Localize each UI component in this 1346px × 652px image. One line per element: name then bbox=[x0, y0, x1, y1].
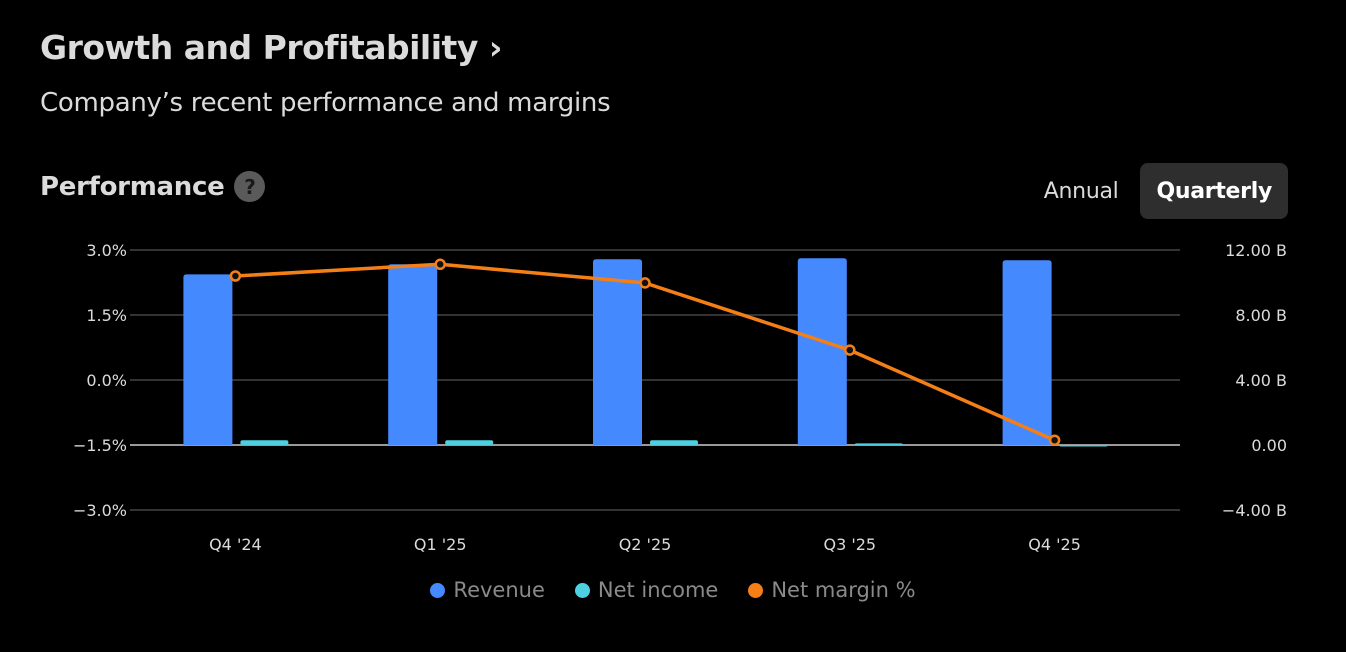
net-income-bar bbox=[854, 443, 903, 445]
performance-heading: Performance ? bbox=[40, 171, 266, 202]
period-toggle: Annual Quarterly bbox=[1028, 163, 1288, 219]
revenue-bar bbox=[183, 274, 233, 445]
left-axis-tick: 1.5% bbox=[86, 306, 127, 325]
left-axis-tick: 3.0% bbox=[86, 241, 127, 260]
legend-label: Net margin % bbox=[771, 578, 916, 602]
legend-item-net-income[interactable]: Net income bbox=[574, 578, 719, 602]
legend-item-revenue[interactable]: Revenue bbox=[430, 578, 545, 602]
x-axis-tick: Q4 '24 bbox=[209, 535, 262, 554]
net-margin-point bbox=[434, 258, 446, 271]
net-margin-point bbox=[639, 277, 651, 289]
net-income-bar bbox=[445, 440, 494, 445]
left-axis-tick: −3.0% bbox=[73, 501, 127, 520]
net-margin-dot-icon bbox=[748, 582, 764, 598]
performance-title: Performance bbox=[40, 171, 225, 202]
section-title-link[interactable]: Growth and Profitability › bbox=[40, 28, 502, 67]
net-income-bar bbox=[650, 440, 698, 445]
revenue-bar bbox=[388, 264, 438, 445]
net-margin-line bbox=[235, 262, 1056, 442]
right-axis-tick: 8.00 B bbox=[1235, 306, 1287, 325]
legend-label: Net income bbox=[597, 578, 719, 602]
legend-item-net-margin[interactable]: Net margin % bbox=[748, 578, 916, 602]
tab-annual[interactable]: Annual bbox=[1028, 163, 1135, 219]
net-margin-point bbox=[1048, 434, 1061, 446]
revenue-bar bbox=[593, 259, 642, 445]
x-axis-tick: Q3 '25 bbox=[823, 535, 876, 554]
legend-label: Revenue bbox=[453, 578, 545, 602]
net-income-dot-icon bbox=[574, 582, 590, 598]
x-axis-tick: Q1 '25 bbox=[414, 535, 467, 554]
section-subtitle: Company’s recent performance and margins bbox=[40, 88, 611, 118]
net-income-bar bbox=[1059, 445, 1108, 447]
chart-legend: Revenue Net income Net margin % bbox=[0, 578, 1346, 602]
right-axis-tick: −4.00 B bbox=[1222, 501, 1287, 520]
help-icon[interactable]: ? bbox=[234, 171, 266, 202]
revenue-dot-icon bbox=[430, 582, 446, 598]
tab-quarterly[interactable]: Quarterly bbox=[1140, 163, 1288, 219]
revenue-bar bbox=[797, 258, 847, 445]
left-axis-tick: −1.5% bbox=[73, 436, 127, 455]
revenue-bar bbox=[1002, 260, 1052, 445]
net-margin-point bbox=[229, 270, 242, 282]
right-axis-tick: 4.00 B bbox=[1235, 371, 1287, 390]
left-axis-tick: 0.0% bbox=[86, 371, 127, 390]
x-axis-tick: Q2 '25 bbox=[619, 535, 672, 554]
performance-chart: 3.0% 12.00 B 1.5% 8.00 B 0.0% 4.00 B −1.5% 0.00… bbox=[73, 241, 1287, 554]
net-income-bar bbox=[240, 440, 289, 445]
net-margin-point bbox=[844, 344, 856, 356]
x-axis-tick: Q4 '25 bbox=[1028, 535, 1081, 554]
right-axis-tick: 0.00 bbox=[1251, 436, 1287, 455]
right-axis-tick: 12.00 B bbox=[1225, 241, 1287, 260]
